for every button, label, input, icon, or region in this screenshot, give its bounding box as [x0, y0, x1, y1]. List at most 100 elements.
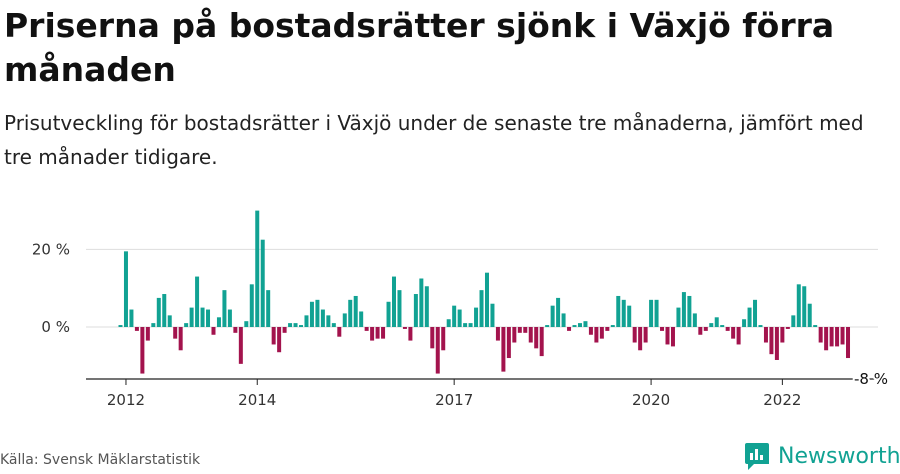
- y-tick-label: 0 %: [41, 318, 70, 336]
- bar: [528, 327, 533, 343]
- bar: [129, 309, 134, 327]
- bar: [649, 299, 654, 327]
- bar: [299, 325, 304, 327]
- bar: [408, 327, 413, 341]
- bar: [123, 251, 128, 327]
- bar: [277, 327, 282, 353]
- bar: [698, 327, 703, 335]
- bar: [742, 319, 747, 327]
- bar: [211, 327, 216, 335]
- bar: [200, 307, 205, 327]
- bar: [846, 327, 851, 359]
- bar: [835, 327, 840, 347]
- bar: [550, 305, 555, 327]
- bar: [736, 327, 741, 345]
- bar: [162, 294, 167, 327]
- bar: [654, 299, 659, 327]
- bar: [561, 313, 566, 327]
- last-value-label: -8 %: [854, 370, 888, 388]
- labels: 0 % 20 % 2012 2014 2017 2020 2022 -8 %: [32, 240, 890, 409]
- bar: [539, 327, 544, 357]
- bar: [413, 294, 418, 327]
- bar: [588, 327, 593, 335]
- bar: [692, 313, 697, 327]
- bar: [824, 327, 829, 351]
- x-tick-label: 2022: [763, 391, 801, 409]
- bar: [326, 315, 331, 327]
- bar: [364, 327, 369, 331]
- bar: [468, 323, 473, 327]
- bar: [304, 315, 309, 327]
- bar-chart: 0 % 20 % 2012 2014 2017 2020 2022 -8 %: [32, 210, 890, 409]
- bar: [167, 315, 172, 327]
- bar: [709, 323, 714, 327]
- bar: [140, 327, 145, 374]
- bar: [173, 327, 178, 339]
- bar: [293, 323, 298, 327]
- bar: [785, 327, 790, 329]
- bar: [643, 327, 648, 343]
- bar: [796, 284, 801, 327]
- bar: [353, 295, 358, 327]
- bar: [731, 327, 736, 339]
- bar: [753, 299, 758, 327]
- bar: [807, 303, 812, 327]
- bar: [512, 327, 517, 343]
- bar: [720, 325, 725, 327]
- bar: [703, 327, 708, 331]
- chart-subtitle: Prisutveckling för bostadsrätter i Växjö…: [4, 111, 864, 169]
- bar: [725, 327, 730, 331]
- bar: [463, 323, 468, 327]
- bar: [118, 325, 123, 327]
- bar: [583, 321, 588, 327]
- bar: [474, 307, 479, 327]
- bar: [233, 327, 238, 333]
- bar: [430, 327, 435, 349]
- bar: [818, 327, 823, 343]
- bar: [446, 319, 451, 327]
- x-tick-label: 2012: [107, 391, 145, 409]
- bar: [260, 239, 265, 327]
- bar: [145, 327, 150, 341]
- bar: [670, 327, 675, 347]
- bar: [627, 305, 632, 327]
- bar: [244, 321, 249, 327]
- bar: [506, 327, 511, 359]
- bar: [545, 325, 550, 327]
- bar: [534, 327, 539, 349]
- bar: [774, 327, 779, 360]
- bar: [599, 327, 604, 339]
- chart-title: Priserna på bostadsrätter sjönk i Växjö …: [4, 6, 835, 89]
- bar: [791, 315, 796, 327]
- bar: [780, 327, 785, 343]
- bar: [419, 278, 424, 327]
- bar: [255, 210, 260, 327]
- bar: [184, 323, 189, 327]
- x-axis: [86, 378, 878, 385]
- bar: [452, 305, 457, 327]
- bar: [441, 327, 446, 351]
- bar: [331, 323, 336, 327]
- bar: [484, 272, 489, 327]
- bar: [266, 290, 271, 327]
- bar: [495, 327, 500, 341]
- bar: [632, 327, 637, 343]
- bar: [802, 286, 807, 327]
- bar: [435, 327, 440, 374]
- bar: [517, 327, 522, 333]
- bar: [523, 327, 528, 333]
- source-note: Källa: Svensk Mäklarstatistik: [0, 452, 201, 468]
- newsworthy-icon: [745, 443, 769, 470]
- bar: [572, 325, 577, 327]
- bar: [681, 292, 686, 327]
- bar: [222, 290, 227, 327]
- bar: [758, 325, 763, 327]
- bar: [594, 327, 599, 343]
- bars: [118, 210, 851, 374]
- bar: [359, 311, 364, 327]
- bar: [687, 295, 692, 327]
- y-tick-label: 20 %: [32, 240, 70, 258]
- bar: [714, 317, 719, 327]
- bar: [479, 290, 484, 327]
- newsworthy-logo[interactable]: Newsworthy: [744, 440, 900, 472]
